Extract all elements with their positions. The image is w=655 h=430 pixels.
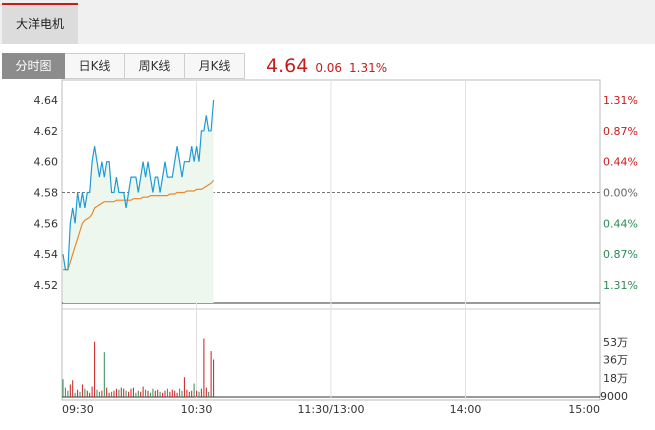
time-tick-label: 14:00 xyxy=(450,403,482,416)
volume-bars xyxy=(62,338,215,397)
volume-tick-label: 53万 xyxy=(603,336,628,349)
price-tick-label: 4.60 xyxy=(34,156,59,169)
price-tick-label: 4.62 xyxy=(34,125,59,138)
percent-tick-label: 1.31% xyxy=(603,94,638,107)
time-tick-label: 09:30 xyxy=(62,403,94,416)
price-change: 0.06 xyxy=(315,61,343,75)
quote-summary: 4.64 0.06 1.31% xyxy=(266,53,387,79)
volume-tick-label: 9000 xyxy=(600,390,628,403)
stock-name-tab[interactable]: 大洋电机 xyxy=(2,3,78,44)
volume-axis: 53万 36万 18万 9000 xyxy=(600,336,628,403)
volume-tick-label: 36万 xyxy=(603,354,628,367)
time-axis: 09:30 10:30 11:30/13:00 14:00 15:00 xyxy=(62,403,600,416)
price-axis: 4.64 4.62 4.60 4.58 4.56 4.54 4.52 xyxy=(34,94,59,292)
percent-tick-label: 0.44% xyxy=(603,156,638,169)
time-tick-label: 11:30/13:00 xyxy=(297,403,364,416)
series-lines xyxy=(62,99,215,271)
top-bar: 大洋电机 xyxy=(0,0,655,44)
avg-price-line xyxy=(63,179,215,271)
tab-daily-k[interactable]: 日K线 xyxy=(65,53,125,79)
chart-type-tabs: 分时图 日K线 周K线 月K线 xyxy=(2,53,245,79)
volume-tick-label: 18万 xyxy=(603,372,628,385)
price-tick-label: 4.52 xyxy=(34,279,59,292)
percent-tick-label: 0.87% xyxy=(603,125,638,138)
price-tick-label: 4.56 xyxy=(34,217,59,230)
percent-tick-label: 0.00% xyxy=(603,187,638,200)
price-area xyxy=(63,100,214,303)
current-price: 4.64 xyxy=(266,55,309,77)
percent-axis: 1.31% 0.87% 0.44% 0.00% 0.44% 0.87% 1.31… xyxy=(603,94,638,292)
price-line xyxy=(62,99,215,271)
time-tick-label: 15:00 xyxy=(568,403,600,416)
tab-intraday[interactable]: 分时图 xyxy=(2,53,65,79)
percent-tick-label: 0.44% xyxy=(603,217,638,230)
percent-tick-label: 1.31% xyxy=(603,279,638,292)
price-change-percent: 1.31% xyxy=(349,61,388,75)
price-tick-label: 4.64 xyxy=(34,94,59,107)
price-tick-label: 4.58 xyxy=(34,187,59,200)
tab-weekly-k[interactable]: 周K线 xyxy=(125,53,185,79)
percent-tick-label: 0.87% xyxy=(603,248,638,261)
price-tick-label: 4.54 xyxy=(34,248,59,261)
time-tick-label: 10:30 xyxy=(181,403,213,416)
tab-monthly-k[interactable]: 月K线 xyxy=(185,53,245,79)
price-area-fill xyxy=(63,100,214,303)
